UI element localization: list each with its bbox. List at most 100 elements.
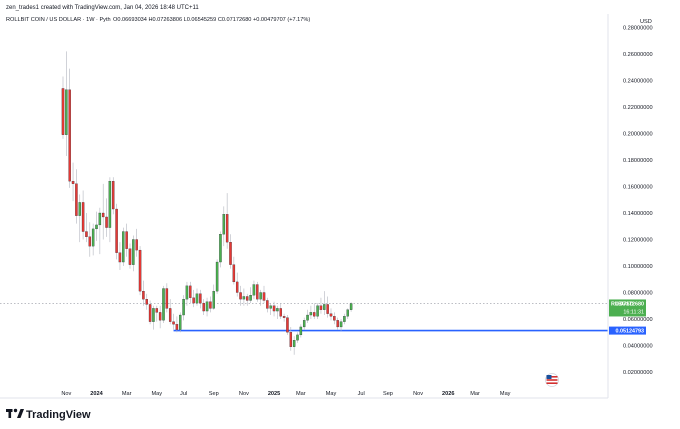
support-tag-value: 0.05124793 bbox=[616, 329, 644, 335]
candle-body-down bbox=[71, 181, 75, 184]
candle-body-down bbox=[279, 308, 282, 317]
candle-body-up bbox=[212, 291, 215, 309]
candle-body-up bbox=[276, 308, 279, 312]
time-axis[interactable]: Nov 2024 Mar May Jul Sep Nov 2025 Mar May Jul Sep No… bbox=[61, 391, 510, 397]
y-tick-label: 0.20000000 bbox=[623, 132, 653, 138]
candle-body-down bbox=[172, 321, 175, 325]
candle bbox=[81, 190, 85, 240]
x-tick-label: May bbox=[326, 391, 337, 397]
candle-body-down bbox=[158, 312, 162, 321]
x-tick-label: 2025 bbox=[268, 391, 280, 397]
candle bbox=[152, 305, 155, 330]
candle bbox=[162, 285, 165, 323]
candle-body-down bbox=[115, 208, 118, 253]
candle bbox=[125, 223, 128, 257]
x-tick-label: 2024 bbox=[90, 391, 103, 397]
candle-body-down bbox=[138, 249, 142, 292]
candle-body-down bbox=[289, 332, 293, 347]
candle bbox=[232, 256, 236, 285]
candle-body-down bbox=[145, 299, 148, 305]
candle-body-up bbox=[65, 89, 68, 135]
candle bbox=[269, 303, 272, 316]
candle bbox=[323, 291, 326, 316]
tradingview-logo[interactable]: TradingView bbox=[6, 408, 91, 421]
candle bbox=[118, 242, 122, 270]
candle bbox=[165, 283, 169, 313]
candle-body-down bbox=[75, 183, 78, 216]
candle-body-up bbox=[95, 224, 98, 230]
candle-body-down bbox=[105, 216, 108, 228]
x-tick-label: May bbox=[500, 391, 511, 397]
candle-body-down bbox=[266, 300, 269, 309]
candle bbox=[282, 313, 286, 322]
candle bbox=[266, 297, 269, 313]
flag-icon[interactable] bbox=[545, 373, 559, 387]
y-tick-label: 0.14000000 bbox=[623, 211, 653, 217]
candle bbox=[95, 211, 98, 241]
candle bbox=[138, 246, 142, 296]
x-tick-label: Jul bbox=[180, 391, 187, 397]
candle-body-down bbox=[85, 231, 88, 237]
candle bbox=[249, 287, 252, 304]
candles-layer bbox=[61, 51, 353, 355]
candle-body-up bbox=[292, 340, 296, 347]
candle bbox=[85, 213, 88, 243]
candle-body-down bbox=[135, 239, 138, 251]
candle bbox=[122, 227, 125, 266]
candle bbox=[239, 285, 242, 306]
candle bbox=[235, 272, 239, 297]
y-tick-label: 0.26000000 bbox=[623, 52, 653, 58]
candle bbox=[78, 194, 81, 243]
candle bbox=[286, 315, 289, 335]
candle-body-down bbox=[142, 291, 145, 300]
candle bbox=[346, 308, 349, 319]
candle bbox=[155, 305, 159, 322]
candle-body-down bbox=[229, 242, 232, 265]
x-tick-label: Mar bbox=[122, 391, 132, 397]
candle-body-down bbox=[333, 316, 336, 321]
y-tick-label: 0.02000000 bbox=[623, 370, 653, 376]
candle-body-down bbox=[192, 297, 195, 304]
candle-body-up bbox=[306, 314, 309, 321]
y-tick-label: 0.28000000 bbox=[623, 26, 653, 32]
candle-body-up bbox=[323, 304, 326, 310]
candle-body-up bbox=[108, 181, 112, 228]
candle-body-down bbox=[165, 288, 169, 309]
candle-body-up bbox=[219, 234, 222, 263]
candle-body-down bbox=[125, 231, 128, 249]
candle-body-up bbox=[162, 288, 165, 321]
candle bbox=[302, 317, 306, 330]
tradingview-logo-icon bbox=[6, 408, 24, 418]
candle-body-down bbox=[81, 202, 85, 232]
candle bbox=[336, 317, 339, 330]
candle bbox=[158, 305, 162, 329]
candle bbox=[75, 169, 78, 224]
candle bbox=[259, 289, 262, 306]
plot-area[interactable] bbox=[0, 14, 608, 398]
candle-body-up bbox=[91, 228, 95, 247]
candle bbox=[319, 297, 323, 314]
candle bbox=[202, 299, 205, 316]
candle-body-down bbox=[209, 301, 212, 309]
y-tick-label: 0.24000000 bbox=[623, 79, 653, 85]
plot-hit-area[interactable] bbox=[0, 14, 608, 398]
candle bbox=[289, 326, 293, 351]
candle bbox=[148, 300, 152, 325]
candle bbox=[222, 206, 226, 247]
candle bbox=[256, 281, 259, 302]
candle-body-down bbox=[235, 281, 239, 293]
candle-body-up bbox=[78, 202, 81, 216]
y-tick-label: 0.04000000 bbox=[623, 344, 653, 350]
price-tag-countdown: 16:11:31 bbox=[623, 309, 644, 315]
candle bbox=[242, 288, 246, 306]
tradingview-brand: TradingView bbox=[26, 409, 91, 421]
candle-body-down bbox=[202, 302, 205, 312]
candle bbox=[101, 183, 105, 240]
candle-body-down bbox=[286, 317, 289, 333]
candle bbox=[272, 301, 276, 317]
candle-body-up bbox=[349, 303, 353, 310]
candle-body-down bbox=[329, 313, 333, 317]
price-axis[interactable]: USD 0.28000000 0.26000000 0.24000000 0.2200… bbox=[623, 19, 653, 376]
candle-body-up bbox=[179, 314, 182, 330]
